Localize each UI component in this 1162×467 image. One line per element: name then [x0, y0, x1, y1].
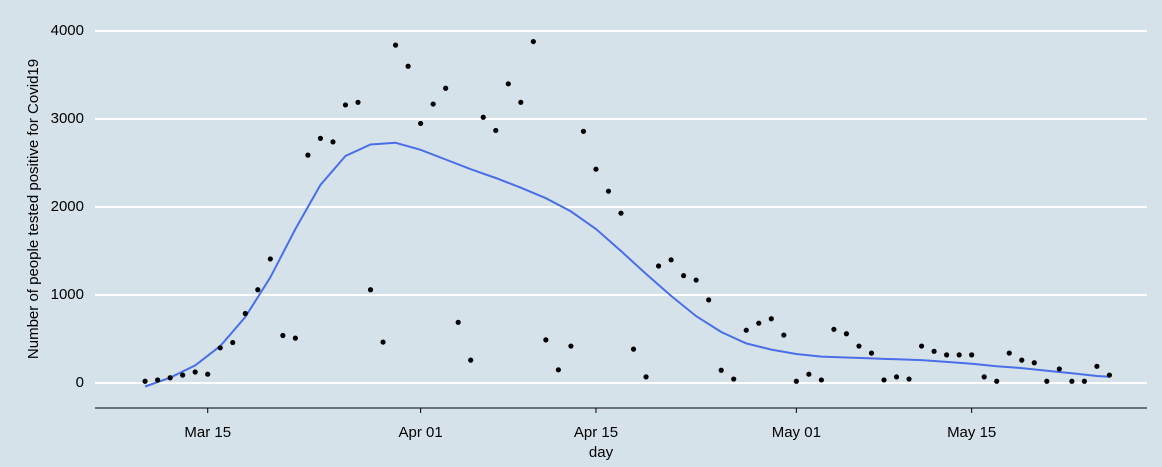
data-point	[505, 81, 511, 87]
data-point	[392, 42, 399, 48]
y-tick-label: 2000	[51, 198, 84, 215]
data-point	[731, 376, 737, 382]
x-tick-label: May 15	[947, 424, 996, 441]
data-point	[643, 374, 649, 380]
x-tick-label: Mar 15	[184, 424, 231, 441]
data-point	[818, 377, 824, 383]
data-point	[255, 287, 261, 293]
data-point	[881, 377, 887, 383]
data-point	[455, 319, 461, 325]
data-point	[355, 99, 361, 105]
y-axis-title: Number of people tested positive for Cov…	[25, 59, 42, 359]
data-point	[555, 367, 561, 373]
data-point	[1094, 363, 1100, 369]
data-point	[593, 166, 599, 172]
data-point	[468, 357, 474, 363]
y-tick-label: 1000	[51, 286, 84, 303]
x-tick-label: Apr 01	[399, 424, 443, 441]
data-point	[893, 374, 900, 380]
data-point	[831, 326, 837, 332]
data-point	[205, 371, 211, 377]
data-point	[868, 350, 875, 356]
data-point	[367, 287, 374, 293]
data-point	[630, 346, 637, 352]
data-point	[430, 101, 436, 107]
data-point	[530, 38, 536, 45]
data-point	[317, 135, 324, 141]
data-point	[405, 63, 411, 69]
data-point	[768, 316, 774, 322]
data-point	[981, 374, 987, 380]
data-point	[756, 320, 762, 326]
data-point	[380, 339, 386, 345]
y-tick-label: 3000	[51, 110, 84, 127]
data-point	[267, 256, 273, 262]
data-point	[543, 337, 549, 343]
data-point	[843, 331, 850, 337]
data-point	[230, 339, 236, 346]
data-point	[1081, 378, 1087, 384]
data-point	[743, 327, 749, 333]
data-point	[1106, 372, 1113, 378]
data-point	[1019, 357, 1025, 363]
data-point	[994, 378, 1000, 384]
data-point	[781, 332, 787, 338]
data-point	[605, 188, 612, 194]
data-point	[956, 352, 962, 358]
data-point	[330, 139, 336, 145]
data-point	[1044, 378, 1050, 384]
data-point	[167, 375, 173, 381]
plot-panel	[95, 10, 1147, 408]
data-point	[1006, 350, 1012, 356]
data-point	[1069, 378, 1075, 384]
data-point	[192, 369, 198, 375]
data-point	[906, 376, 912, 382]
smooth-line	[144, 141, 1110, 388]
data-point	[706, 297, 712, 303]
data-point	[180, 372, 186, 378]
data-point	[292, 335, 298, 341]
data-point	[342, 102, 349, 108]
data-point	[618, 210, 624, 216]
data-point	[931, 348, 937, 354]
data-point	[568, 343, 574, 349]
data-point	[793, 378, 799, 384]
data-point	[1031, 360, 1037, 366]
data-point	[443, 85, 449, 91]
data-point	[969, 352, 975, 358]
data-point	[681, 273, 687, 279]
x-axis-title: day	[589, 444, 614, 461]
data-point	[718, 367, 724, 373]
data-point	[1056, 366, 1062, 372]
data-point	[806, 371, 812, 377]
y-tick-label: 0	[76, 374, 84, 391]
data-point	[580, 128, 587, 134]
data-point	[918, 343, 925, 349]
data-point	[242, 310, 248, 317]
data-point	[418, 120, 424, 127]
x-tick-label: Apr 15	[574, 424, 618, 441]
y-tick-label: 4000	[51, 22, 84, 39]
x-tick-label: May 01	[772, 424, 821, 441]
data-point	[480, 114, 486, 120]
data-point	[856, 343, 862, 349]
data-point	[280, 332, 286, 339]
data-point	[518, 99, 524, 105]
data-point	[655, 263, 662, 269]
data-point	[217, 345, 223, 351]
data-point	[668, 257, 674, 263]
data-point	[142, 378, 148, 384]
data-point	[493, 127, 499, 134]
data-point	[305, 152, 311, 158]
data-point	[693, 277, 699, 283]
data-point	[155, 377, 161, 383]
data-point	[944, 352, 950, 358]
